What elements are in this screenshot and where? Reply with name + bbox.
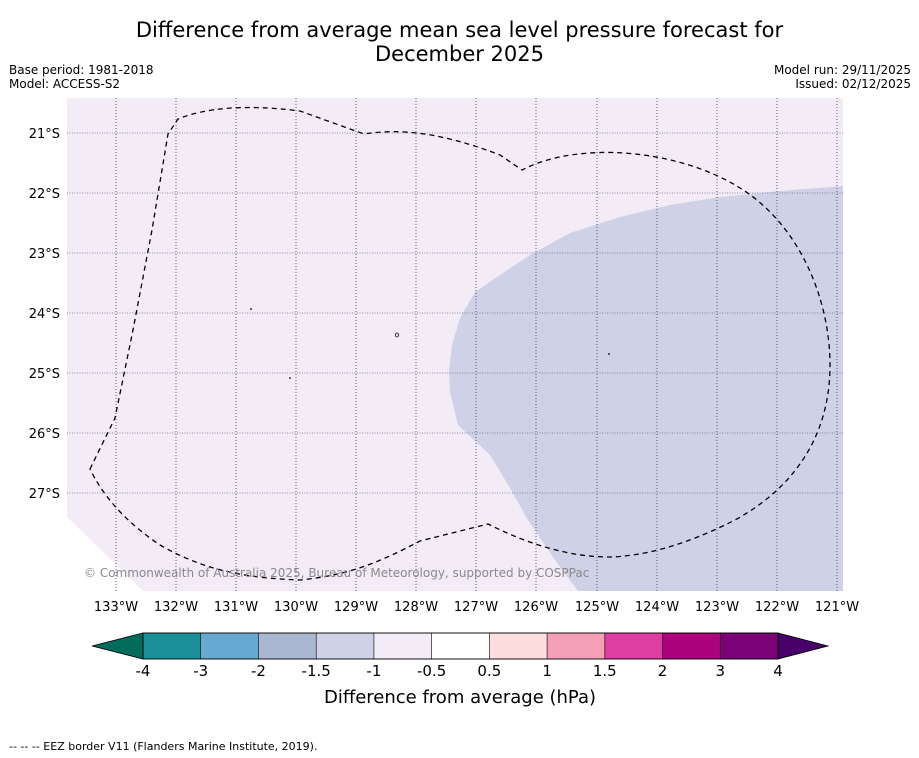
base-period: Base period: 1981-2018 (9, 63, 154, 77)
colorbar-tick-label: 1 (542, 662, 552, 680)
lon-label: 127°W (454, 600, 498, 615)
colorbar-tick-label: -4 (136, 662, 151, 680)
colorbar-tick-label: 2 (658, 662, 668, 680)
colorbar-segment (546, 632, 606, 660)
lon-label: 125°W (575, 600, 619, 615)
lon-label: 121°W (815, 600, 859, 615)
colorbar-segment (142, 632, 202, 660)
colorbar-tick-label: -2 (251, 662, 266, 680)
model-name: Model: ACCESS-S2 (9, 77, 121, 91)
colorbar-outline (142, 632, 779, 660)
map-title: Difference from average mean sea level p… (0, 18, 919, 66)
lon-label: 133°W (94, 600, 138, 615)
issued-date: Issued: 02/12/2025 (795, 77, 911, 91)
colorbar-segment (315, 632, 375, 660)
eez-border (89, 106, 831, 581)
left-metadata: Base period: 1981-2018 Model: ACCESS-S2 (9, 63, 154, 91)
colorbar-tick-label: -1 (366, 662, 381, 680)
lon-labels: 133°W 132°W 131°W 130°W 129°W 128°W 127°… (94, 600, 859, 615)
no-data-corner (67, 517, 143, 591)
colorbar-over-arrow (777, 632, 830, 660)
colorbar-tick-label: 0.5 (477, 662, 501, 680)
lat-label: 27°S (29, 487, 60, 502)
island-marker (394, 332, 399, 338)
colorbar-segment (719, 632, 779, 660)
lon-label: 131°W (214, 600, 258, 615)
lat-labels: 21°S 22°S 23°S 24°S 25°S 26°S 27°S (29, 127, 60, 502)
colorbar-segment (662, 632, 722, 660)
title-line-1: Difference from average mean sea level p… (135, 18, 784, 42)
colorbar-tick-label: -3 (193, 662, 208, 680)
model-run: Model run: 29/11/2025 (773, 63, 911, 77)
lon-gridlines (115, 98, 838, 591)
colorbar-label: Difference from average (hPa) (324, 687, 596, 708)
lat-label: 24°S (29, 307, 60, 322)
colorbar-segment (200, 632, 260, 660)
colorbar-tick-label: 4 (773, 662, 783, 680)
colorbar-segment (431, 632, 491, 660)
island-marker (608, 353, 610, 355)
anomaly-region (449, 186, 843, 591)
colorbar-segment (604, 632, 664, 660)
colorbar-segments (142, 632, 779, 660)
colorbar-ticks: -4 -3 -2 -1.5 -1 -0.5 0.5 1 1.5 2 3 4 (136, 662, 783, 680)
title-line-2: December 2025 (374, 42, 544, 66)
lat-gridlines (67, 132, 843, 494)
lat-label: 21°S (29, 127, 60, 142)
lat-label: 25°S (29, 367, 60, 382)
lon-label: 132°W (154, 600, 198, 615)
island-marker (250, 308, 252, 310)
colorbar-segment (489, 632, 548, 660)
lat-label: 26°S (29, 427, 60, 442)
colorbar-under-arrow (91, 632, 144, 660)
colorbar-segment (258, 632, 317, 660)
lon-label: 126°W (514, 600, 558, 615)
colorbar-tick-label: 3 (715, 662, 725, 680)
lon-label: 128°W (394, 600, 438, 615)
lon-label: 123°W (695, 600, 739, 615)
copyright-text: © Commonwealth of Australia 2025, Bureau… (84, 566, 589, 580)
colorbar-tick-label: -0.5 (417, 662, 446, 680)
colorbar-tick-label: -1.5 (302, 662, 331, 680)
colorbar-segment (373, 632, 433, 660)
lon-label: 122°W (755, 600, 799, 615)
right-metadata: Model run: 29/11/2025 Issued: 02/12/2025 (774, 63, 911, 91)
lon-label: 130°W (274, 600, 318, 615)
lat-label: 22°S (29, 187, 60, 202)
island-marker (289, 377, 291, 379)
map-panel: © Commonwealth of Australia 2025, Bureau… (67, 98, 843, 591)
colorbar-tick-label: 1.5 (593, 662, 617, 680)
eez-footnote: -- -- -- EEZ border V11 (Flanders Marine… (9, 740, 318, 753)
colorbar: -4 -3 -2 -1.5 -1 -0.5 0.5 1 1.5 2 3 4 Difference fr… (91, 632, 830, 708)
lon-label: 124°W (635, 600, 679, 615)
lon-label: 129°W (334, 600, 378, 615)
lat-label: 23°S (29, 247, 60, 262)
